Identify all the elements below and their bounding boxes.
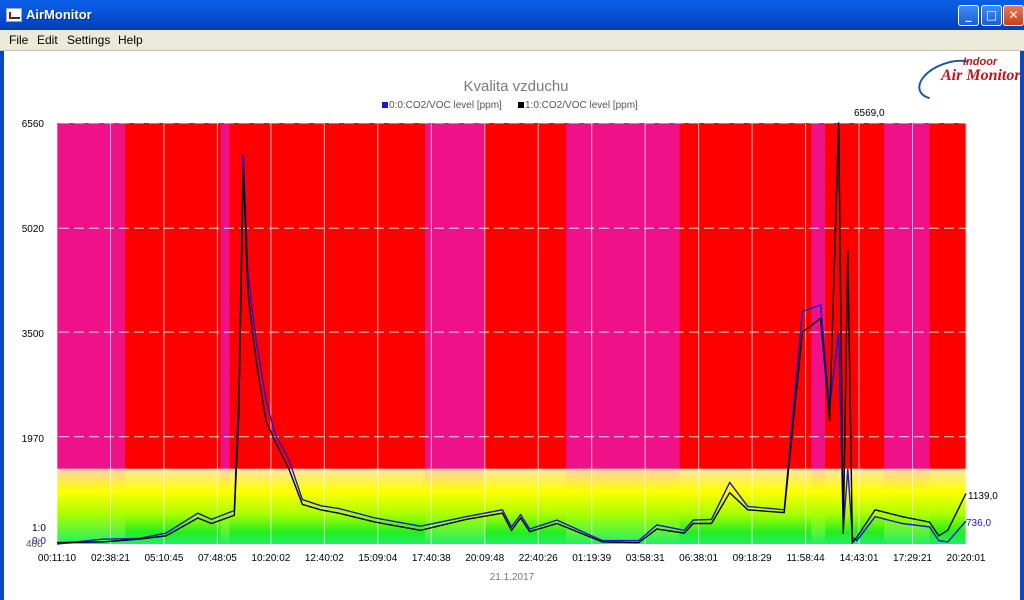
window-border-left [0,51,4,600]
low-level-gradient-band [220,468,231,544]
x-tick-label: 02:38:21 [91,553,130,564]
window-title: AirMonitor [26,7,92,22]
x-tick-label: 17:40:38 [412,553,451,564]
legend-series-1: 1:0:CO2/VOC level [ppm] [525,100,638,111]
x-tick-label: 01:19:39 [572,553,611,564]
x-tick-label: 12:40:02 [305,553,344,564]
menu-help[interactable]: Help [118,33,143,47]
red-zone-band [247,123,426,469]
x-tick-label: 22:40:26 [519,553,558,564]
menu-file[interactable]: File [9,33,29,47]
left-label-1: 1:0 [32,523,46,534]
red-zone-band [825,123,885,469]
low-level-gradient-band [484,468,567,544]
red-zone-band [679,123,812,469]
logo-big-text: Air Monitor [941,67,1021,84]
x-tick-label: 17:29:21 [893,553,932,564]
x-tick-label: 10:20:02 [251,553,290,564]
peak-annotation: 6569,0 [854,108,885,119]
pink-zone-band [220,123,231,469]
x-tick-label: 06:38:01 [679,553,718,564]
x-tick-label: 05:10:45 [144,553,183,564]
legend: 0:0:CO2/VOC level [ppm] 1:0:CO2/VOC leve… [382,100,638,111]
pink-zone-band [884,123,931,469]
menu-edit[interactable]: Edit [37,33,58,47]
low-level-gradient-band [229,468,249,544]
low-level-gradient-band [125,468,222,544]
legend-series-0: 0:0:CO2/VOC level [ppm] [389,100,502,111]
low-level-gradient-band [929,468,967,544]
air-quality-chart: Kvalita vzduchu 0:0:CO2/VOC level [ppm] … [22,78,999,583]
pink-zone-band [566,123,681,469]
x-tick-label: 11:58:44 [786,553,825,564]
x-tick-label: 03:58:31 [626,553,665,564]
low-level-gradient-band [884,468,931,544]
x-tick-label: 07:48:05 [198,553,237,564]
low-level-gradient-band [566,468,681,544]
legend-swatch-black [518,102,524,108]
series-line-0 [56,154,967,545]
x-tick-label: 20:20:01 [947,553,986,564]
pink-zone-band [425,123,485,469]
y-tick-label: 5020 [22,224,45,235]
minimize-button[interactable]: _ [958,5,979,26]
close-button[interactable]: ✕ [1003,5,1024,26]
low-level-gradient-band [825,468,885,544]
y-tick-label: 3500 [22,329,45,340]
menu-settings[interactable]: Settings [67,33,111,47]
x-tick-label: 15:09:04 [358,553,397,564]
app-icon[interactable] [6,8,22,22]
y-tick-label: 1970 [22,434,45,445]
title-bar: AirMonitor _ □ ✕ [0,0,1024,30]
red-zone-band [125,123,222,469]
x-tick-label: 20:09:48 [465,553,504,564]
logo-small-text: Indoor [963,56,998,68]
red-zone-band [484,123,567,469]
end-annotation-blue: 736,0 [966,518,991,529]
low-level-gradient-band [811,468,826,544]
low-level-gradient-band [679,468,812,544]
red-zone-band [929,123,967,469]
x-tick-label: 14:43:01 [840,553,879,564]
menu-bar: File Edit Settings Help [0,30,1024,51]
chart-title: Kvalita vzduchu [463,78,568,95]
maximize-button[interactable]: □ [981,5,1002,26]
low-level-gradient-band [247,468,426,544]
left-label-min: 400 [26,539,43,550]
left-label-0: 0:0 [32,536,46,547]
window-border-right [1020,51,1024,600]
x-tick-label: 00:11:10 [38,553,77,564]
y-tick-label: 6560 [22,119,45,130]
legend-swatch-blue [382,102,388,108]
pink-zone-band [811,123,826,469]
low-level-gradient-band [57,468,126,544]
x-axis-date-label: 21.1.2017 [490,572,535,583]
end-annotation-black: 1139,0 [968,491,998,502]
indoor-air-monitor-logo: Indoor Air Monitor [912,52,1021,108]
series-line-1 [56,122,967,545]
pink-zone-band [57,123,126,469]
x-tick-label: 09:18:29 [733,553,772,564]
red-zone-band [229,123,249,469]
low-level-gradient-band [425,468,485,544]
